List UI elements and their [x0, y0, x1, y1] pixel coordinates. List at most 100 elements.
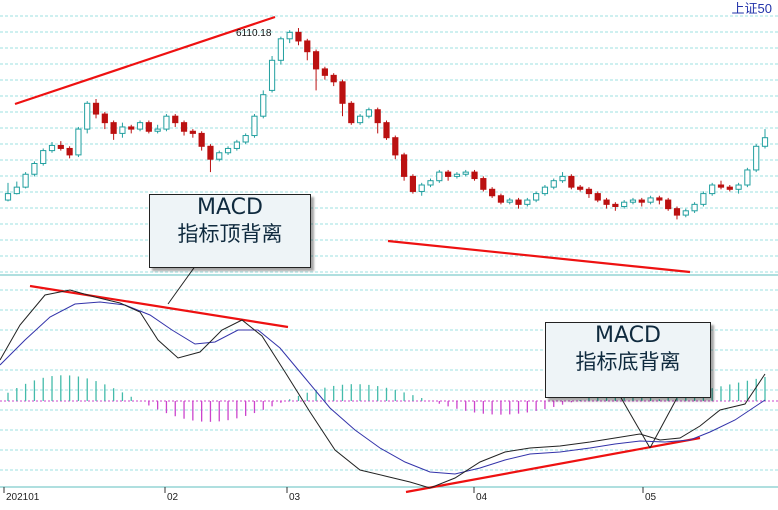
price-top-trendline: [14, 15, 276, 106]
candle-body: [453, 173, 461, 177]
callout-text: 指标顶背离: [177, 222, 283, 246]
x-tick-label: 02: [167, 492, 179, 503]
candle-body: [4, 193, 12, 201]
candle-body: [383, 122, 390, 139]
candle-body: [356, 115, 364, 124]
candle-body: [585, 188, 593, 195]
candle-body: [233, 141, 240, 149]
candle-body: [418, 184, 425, 192]
macd-panel: [0, 289, 778, 489]
candle-body: [480, 178, 487, 190]
candle-body: [524, 199, 531, 205]
callout-pointer: [167, 264, 197, 305]
callout-pointer: [619, 395, 651, 449]
candle-body: [409, 175, 417, 192]
candle-body: [594, 193, 601, 201]
candle-body: [286, 31, 293, 40]
candle-body: [207, 145, 214, 160]
candle-body: [533, 193, 540, 201]
candle-body: [506, 199, 513, 203]
candle-body: [48, 144, 56, 152]
candle-body: [612, 203, 619, 208]
candle-body: [471, 171, 478, 180]
candle-body: [295, 31, 302, 42]
candle-body: [145, 122, 152, 132]
candle-body: [154, 128, 161, 132]
candle-body: [682, 210, 689, 216]
candle-body: [374, 109, 381, 124]
candle-body: [216, 152, 223, 160]
candle-body: [392, 137, 399, 156]
x-tick-label: 03: [289, 492, 301, 503]
divergence-lines: [14, 15, 701, 494]
x-axis-ticks: 202101 02 03 04 05: [3, 487, 657, 503]
candle-body: [75, 128, 82, 156]
candle-body: [348, 102, 355, 124]
candle-body: [603, 199, 610, 205]
candle-body: [128, 126, 135, 130]
candle-body: [761, 137, 769, 147]
candle-body: [304, 40, 311, 53]
candle-body: [621, 201, 628, 207]
x-tick-label: 04: [476, 492, 488, 503]
candle-body: [568, 175, 575, 188]
candle-body: [330, 74, 337, 83]
candle-body: [119, 126, 126, 134]
candle-body: [189, 130, 196, 134]
candle-body: [726, 186, 733, 190]
callout-pointer: [649, 395, 679, 449]
candle-body: [489, 188, 496, 197]
callout-text: 指标底背离: [575, 350, 681, 374]
candle-body: [224, 147, 232, 154]
candle-body: [40, 150, 47, 165]
candle-body: [638, 199, 645, 203]
bottom-divergence-callout: MACD 指标底背离: [545, 322, 711, 398]
candle-body: [515, 199, 522, 205]
candle-body: [31, 163, 38, 175]
macd-top-divergence-line: [29, 284, 289, 329]
macd-dif-line: [0, 289, 766, 489]
price-bottom-trendline: [387, 239, 691, 274]
candle-body: [277, 38, 284, 61]
candle-body: [13, 186, 20, 195]
x-tick-label: 202101: [6, 492, 40, 503]
candle-body: [136, 122, 144, 130]
candle-body: [700, 193, 707, 205]
candle-body: [717, 184, 725, 188]
candle-body: [436, 171, 443, 182]
candle-body: [744, 169, 751, 186]
candle-body: [709, 184, 716, 195]
candle-body: [445, 171, 452, 177]
candle-body: [84, 102, 91, 130]
candle-body: [541, 186, 549, 195]
candle-body: [462, 171, 469, 175]
chart-gridlines: [0, 15, 778, 488]
peak-price-label: 6110.18: [236, 28, 272, 39]
candle-body: [242, 135, 249, 143]
candle-body: [339, 81, 346, 104]
x-tick-label: 05: [645, 492, 657, 503]
candle-body: [172, 115, 179, 124]
candle-body: [57, 144, 64, 149]
callout-title: MACD: [197, 195, 263, 220]
candle-body: [735, 184, 742, 190]
candle-body: [251, 115, 258, 137]
candlestick-series: [4, 28, 769, 220]
candle-body: [673, 208, 681, 216]
candle-body: [559, 175, 566, 182]
candle-body: [260, 94, 267, 117]
candle-body: [401, 154, 408, 177]
index-name-label: 上证50: [732, 1, 772, 16]
candle-body: [66, 147, 73, 156]
candle-body: [647, 197, 654, 203]
candle-body: [321, 68, 328, 76]
candle-body: [198, 132, 205, 147]
candle-body: [180, 122, 188, 132]
candle-body: [577, 186, 584, 190]
candle-body: [550, 180, 557, 188]
candle-body: [22, 173, 29, 188]
candle-body: [753, 145, 760, 171]
